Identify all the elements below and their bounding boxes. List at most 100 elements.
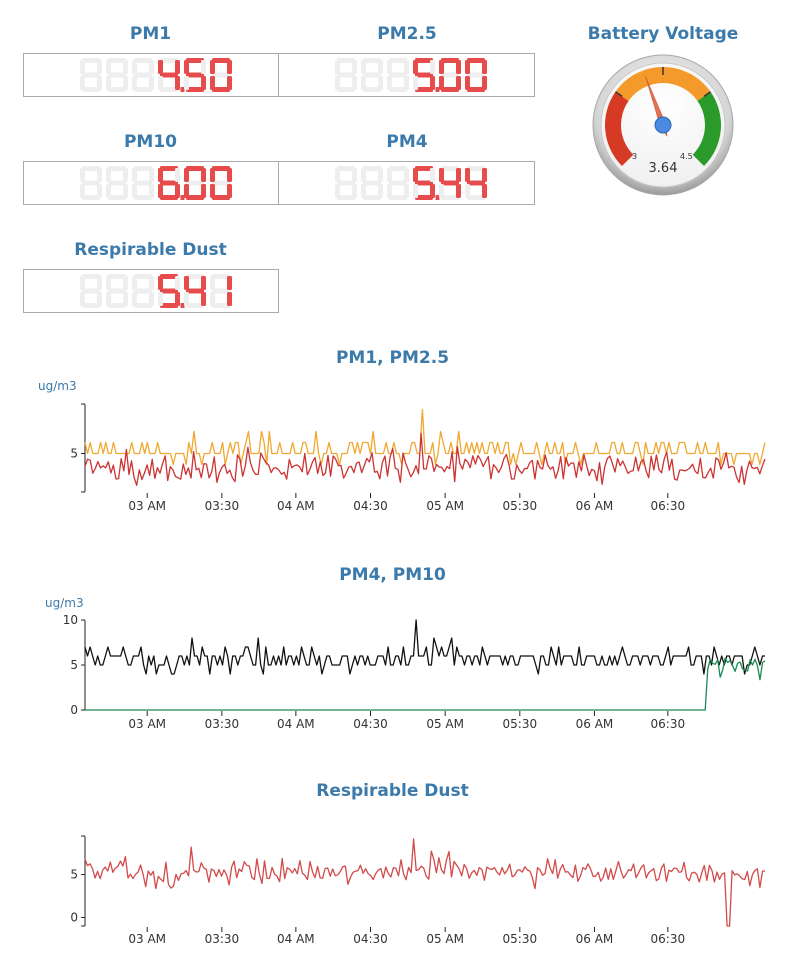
lcd-segment xyxy=(210,276,215,290)
lcd-segment xyxy=(108,180,126,186)
gauge-svg: 3 4.5 3.64 xyxy=(592,54,734,196)
y-tick-label: 10 xyxy=(63,613,78,627)
gauge-tick xyxy=(703,91,711,97)
x-tick-label: 03:30 xyxy=(205,499,240,513)
lcd-segment xyxy=(430,60,435,74)
lcd-segment xyxy=(149,184,154,198)
lcd-segment xyxy=(186,195,204,200)
lcd-segment xyxy=(80,276,85,290)
lcd-segment xyxy=(465,168,470,182)
lcd-segment xyxy=(134,166,152,171)
lcd-segment xyxy=(160,288,178,294)
lcd-segment xyxy=(389,58,407,63)
lcd-segment xyxy=(210,292,215,306)
lcd-segment xyxy=(227,184,232,198)
lcd-segment xyxy=(212,274,230,279)
lcd-segment xyxy=(439,60,444,74)
lcd-segment xyxy=(123,292,128,306)
y-tick-label: 0 xyxy=(70,703,78,717)
lcd-segment xyxy=(201,184,206,198)
gauge-band-low xyxy=(605,91,634,167)
lcd-segment xyxy=(352,60,357,74)
lcd-segment xyxy=(227,168,232,182)
lcd-segment xyxy=(389,72,407,78)
lcd-segment xyxy=(337,180,355,186)
lcd-segment xyxy=(134,303,152,308)
lcd-segment xyxy=(387,60,392,74)
lcd-segment xyxy=(108,195,126,200)
lcd-segment xyxy=(210,76,215,90)
pm1-pm25-chart: ug/m3 5 03 AM 03:30 04 AM 04:30 05 AM 05:30 06 … xyxy=(38,379,766,513)
lcd-segment xyxy=(210,60,215,74)
lcd-segment xyxy=(361,184,366,198)
lcd-segment xyxy=(467,58,485,63)
pm1-title: PM1 xyxy=(129,24,172,44)
lcd-segment xyxy=(404,168,409,182)
x-tick-label: 05 AM xyxy=(426,932,464,946)
lcd-segment xyxy=(184,60,189,74)
lcd-segment xyxy=(158,276,163,290)
x-tick-label: 06:30 xyxy=(651,499,686,513)
lcd-segment xyxy=(210,168,215,182)
lcd-segment xyxy=(134,288,152,294)
lcd-segment xyxy=(132,60,137,74)
lcd-segment xyxy=(82,274,100,279)
lcd-segment xyxy=(456,168,461,182)
pm4-pm10-chart-title: PM4, PM10 xyxy=(339,565,446,585)
lcd-segment xyxy=(201,292,206,306)
lcd-segment xyxy=(175,168,180,182)
lcd-segment xyxy=(175,60,180,74)
respirable-dust-title: Respirable Dust xyxy=(74,240,227,260)
lcd-segment xyxy=(106,76,111,90)
lcd-segment xyxy=(467,195,485,200)
lcd-segment xyxy=(413,168,418,182)
lcd-segment xyxy=(186,180,204,186)
lcd-segment xyxy=(108,58,126,63)
lcd-segment xyxy=(413,60,418,74)
pm25-display xyxy=(278,53,535,97)
lcd-segment xyxy=(415,87,433,92)
lcd-segment xyxy=(108,274,126,279)
x-tick-label: 06:30 xyxy=(651,717,686,731)
lcd-segment xyxy=(389,166,407,171)
lcd-segment xyxy=(97,76,102,90)
y-tick-label: 5 xyxy=(70,447,78,461)
lcd-segment xyxy=(467,166,485,171)
lcd-segment xyxy=(439,168,444,182)
lcd-segment xyxy=(361,76,366,90)
lcd-segment xyxy=(80,292,85,306)
lcd-segment xyxy=(363,180,381,186)
lcd-segment xyxy=(363,58,381,63)
pm4-digits xyxy=(335,166,487,200)
series-line-pm4 xyxy=(85,657,766,711)
lcd-segment xyxy=(441,58,459,63)
lcd-segment xyxy=(82,166,100,171)
lcd-segment xyxy=(123,168,128,182)
lcd-segment xyxy=(482,184,487,198)
lcd-segment xyxy=(175,76,180,90)
lcd-segment xyxy=(415,180,433,186)
lcd-segment xyxy=(132,76,137,90)
lcd-segment xyxy=(158,168,163,182)
x-tick-label: 04:30 xyxy=(353,499,388,513)
lcd-segment xyxy=(160,180,178,186)
lcd-segment xyxy=(149,76,154,90)
pm1-pm25-y-unit: ug/m3 xyxy=(38,379,77,393)
lcd-segment xyxy=(132,184,137,198)
lcd-segment xyxy=(132,276,137,290)
lcd-segment xyxy=(158,60,163,74)
lcd-segment xyxy=(389,180,407,186)
series-line-respirable-dust xyxy=(84,838,765,927)
pm1-pm25-chart-title: PM1, PM2.5 xyxy=(335,348,450,368)
lcd-segment xyxy=(184,168,189,182)
lcd-segment xyxy=(337,87,355,92)
lcd-segment xyxy=(378,184,383,198)
lcd-segment xyxy=(106,184,111,198)
x-tick-label: 03 AM xyxy=(128,499,166,513)
lcd-segment xyxy=(108,303,126,308)
pm1-digits xyxy=(80,58,232,92)
lcd-segment xyxy=(149,168,154,182)
lcd-segment xyxy=(201,168,206,182)
gauge-tick xyxy=(615,91,623,97)
lcd-segment xyxy=(352,168,357,182)
